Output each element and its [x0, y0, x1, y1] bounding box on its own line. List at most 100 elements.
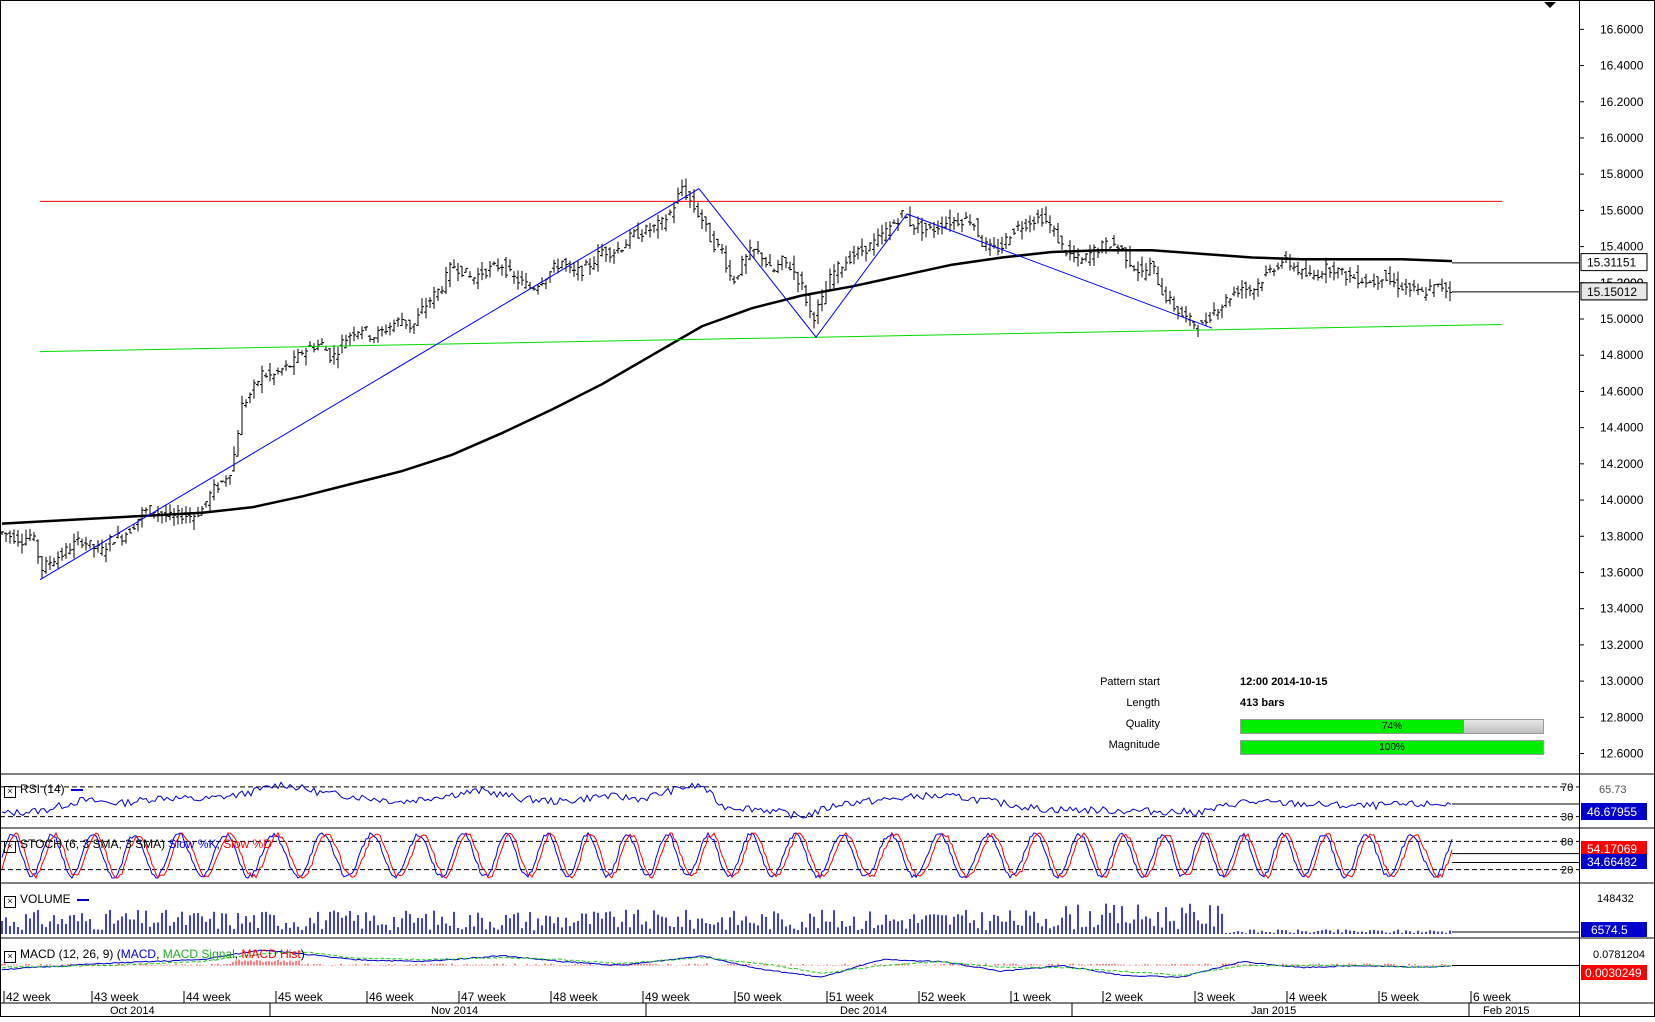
month-label: Feb 2015 [1483, 1005, 1529, 1017]
stoch-tag-box [1581, 841, 1647, 856]
price-tick-label: 15.8000 [1600, 167, 1644, 181]
week-label: 49 week [645, 990, 691, 1004]
price-tick-label: 14.8000 [1600, 348, 1644, 362]
stoch-d-line [1, 831, 1453, 880]
price-tag-text: 15.31151 [1587, 256, 1636, 270]
week-label: 2 week [1105, 990, 1144, 1004]
week-label: 48 week [553, 990, 599, 1004]
price-tick-label: 14.0000 [1600, 493, 1644, 507]
macd-legend-signal: MACD Signal [162, 947, 235, 961]
month-label: Jan 2015 [1251, 1005, 1296, 1017]
price-tick-label: 15.6000 [1600, 203, 1644, 217]
volume-tick-label: 148432 [1597, 893, 1634, 905]
price-tick-label: 16.6000 [1600, 22, 1644, 36]
week-label: 50 week [737, 990, 783, 1004]
week-label: 51 week [829, 990, 875, 1004]
rsi-panel-label[interactable]: × RSI (14) [4, 782, 84, 798]
week-label: 4 week [1289, 990, 1328, 1004]
ohlc-bars [0, 178, 1452, 579]
price-tick-label: 14.6000 [1600, 384, 1644, 398]
price-tick-label: 14.2000 [1600, 457, 1644, 471]
volume-toggle-icon[interactable]: × [4, 896, 16, 908]
pattern-line [39, 188, 1213, 581]
stoch-tag-box [1581, 854, 1647, 869]
macd-tick-label: 0.0781204 [1593, 949, 1645, 961]
rsi-extra-label: 65.73 [1599, 784, 1627, 796]
stoch-level-label: 20 [1561, 865, 1573, 877]
macd-panel-label[interactable]: × MACD (12, 26, 9) (MACD, MACD Signal, MA… [4, 947, 305, 963]
close-price-tag-text: 15.15012 [1587, 285, 1637, 299]
week-label: 42 week [6, 990, 52, 1004]
macd-toggle-icon[interactable]: × [4, 951, 16, 963]
stoch-legend-k: Slow %K [168, 837, 217, 851]
price-tick-label: 13.0000 [1600, 674, 1644, 688]
macd-legend-hist: MACD Hist [241, 947, 301, 961]
stoch-tag-text: 54.17069 [1587, 842, 1637, 856]
week-label: 47 week [461, 990, 507, 1004]
price-tick-label: 14.4000 [1600, 421, 1644, 435]
rsi-legend-swatch [71, 788, 84, 791]
price-tag-box [1580, 253, 1648, 272]
stoch-panel-label[interactable]: × STOCH (6, 3 SMA, 3 SMA) Slow %K, Slow %… [4, 837, 272, 853]
dropdown-arrow-icon [1544, 2, 1556, 8]
week-label: 45 week [278, 990, 324, 1004]
price-tick-label: 15.0000 [1600, 312, 1644, 326]
week-label: 1 week [1013, 990, 1052, 1004]
price-tick-label: 15.4000 [1600, 240, 1644, 254]
macd-label: MACD (12, 26, 9) [20, 947, 114, 961]
macd-legend-macd: MACD [120, 947, 157, 961]
week-label: 44 week [186, 990, 232, 1004]
close-price-tag-front [1580, 282, 1648, 301]
price-tick-label: 13.2000 [1600, 638, 1644, 652]
month-label: Oct 2014 [110, 1005, 155, 1017]
macd-tag-box [1581, 965, 1647, 980]
price-tick-label: 16.2000 [1600, 95, 1644, 109]
week-label: 43 week [94, 990, 140, 1004]
week-label: 3 week [1197, 990, 1236, 1004]
price-tick-label: 13.4000 [1600, 602, 1644, 616]
magnitude-bar-fill [1241, 741, 1543, 754]
quality-bar-fill [1241, 720, 1465, 733]
rsi-level-label: 30 [1561, 812, 1573, 824]
stoch-legend-d: Slow %D [223, 837, 272, 851]
price-tick-label: 13.8000 [1600, 529, 1644, 543]
ma-price-tag: 15.31151 [1580, 253, 1648, 272]
pattern-start-value: 12:00 2014-10-15 [1240, 676, 1328, 688]
week-label: 6 week [1473, 990, 1512, 1004]
quality-bar: 74% [1240, 719, 1544, 734]
rsi-tag-text: 46.67955 [1587, 805, 1637, 819]
price-tick-label: 12.8000 [1600, 710, 1644, 724]
volume-label: VOLUME [20, 892, 71, 906]
volume-bars [1, 903, 1451, 934]
stoch-tag-text: 34.66482 [1587, 855, 1637, 869]
price-tick-label: 12.6000 [1600, 747, 1644, 761]
price-tick-label: 16.0000 [1600, 131, 1644, 145]
rsi-tag-box [1581, 803, 1647, 820]
month-label: Dec 2014 [840, 1005, 887, 1017]
volume-panel-label[interactable]: × VOLUME [4, 892, 90, 908]
volume-legend-swatch [77, 898, 90, 901]
price-tick-label: 13.6000 [1600, 565, 1644, 579]
stoch-toggle-icon[interactable]: × [4, 841, 16, 853]
pattern-start-label: Pattern start [1100, 676, 1160, 688]
volume-tag-box [1581, 922, 1647, 937]
week-label: 5 week [1381, 990, 1420, 1004]
rsi-line [1, 781, 1452, 820]
magnitude-label: Magnitude [1108, 739, 1160, 751]
macd-tag-text: 0.0030249 [1585, 966, 1642, 980]
macd-line [1, 949, 1452, 978]
stoch-label: STOCH (6, 3 SMA, 3 SMA) [20, 837, 166, 851]
stoch-k-line [1, 831, 1453, 879]
week-label: 52 week [921, 990, 967, 1004]
quality-value: 74% [1381, 721, 1402, 732]
magnitude-bar: 100% [1240, 740, 1544, 755]
length-value: 413 bars [1240, 697, 1285, 709]
rsi-toggle-icon[interactable]: × [4, 786, 16, 798]
quality-label: Quality [1125, 718, 1160, 730]
stoch-level-label: 80 [1561, 836, 1573, 848]
macd-signal-line [1, 951, 1452, 976]
week-label: 46 week [369, 990, 415, 1004]
length-label: Length [1126, 697, 1160, 709]
price-tick-label: 16.4000 [1600, 59, 1644, 73]
